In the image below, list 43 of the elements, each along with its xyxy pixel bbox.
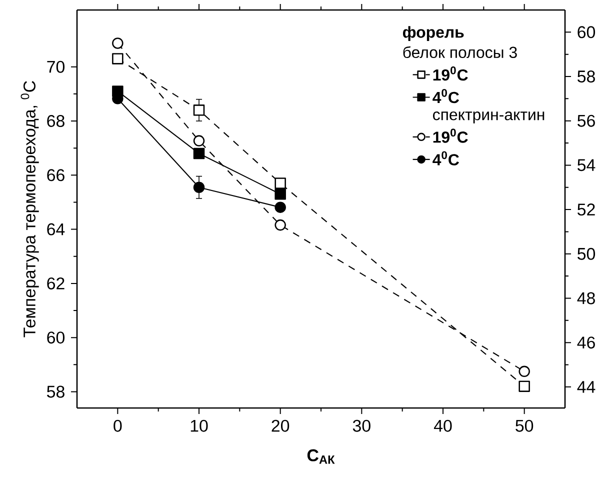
point: [518, 366, 530, 378]
point: [193, 135, 205, 146]
y-tick-label: 66: [47, 169, 64, 182]
x-tick-label: 50: [516, 420, 534, 432]
point: [274, 188, 286, 200]
point: [112, 38, 124, 49]
y2-tick-label: 52: [578, 204, 595, 216]
y2-tick-label: 56: [578, 114, 595, 127]
x-tick-label: 10: [190, 420, 208, 432]
point: [518, 380, 530, 392]
y2-tick-label: 50: [578, 248, 596, 260]
x-tick-label: 20: [272, 420, 290, 432]
y2-tick-label: 44: [577, 381, 596, 393]
point: [112, 53, 124, 64]
y-tick-label: 64: [47, 223, 65, 236]
y-tick-label: 62: [47, 277, 64, 290]
annotation: белок полосы 3: [403, 46, 517, 58]
point: [193, 182, 205, 193]
y2-tick-label: 58: [578, 70, 595, 83]
legend-label: 19$^{0}$C: [433, 128, 468, 143]
legend-label: 4$^{0}$C: [432, 88, 460, 104]
y-tick-label: 60: [47, 332, 65, 344]
y2-tick-label: 46: [577, 336, 595, 349]
x-tick-label: 40: [434, 420, 452, 432]
point: [193, 104, 205, 116]
y2-tick-label: 54: [578, 159, 596, 172]
y-tick-label: 58: [47, 386, 64, 398]
x-axis-title: C$_{АК}$: [307, 449, 335, 464]
y-tick-label: 70: [47, 60, 65, 73]
point: [274, 178, 286, 189]
y-axis-title: Температура термоперехода, $^{0}$C: [20, 81, 39, 338]
x-tick-label: 0: [114, 420, 122, 432]
legend-title: форель: [403, 26, 464, 41]
y-tick-label: 68: [47, 114, 64, 127]
y2-tick-label: 48: [577, 292, 595, 304]
point: [274, 219, 286, 231]
x-tick-label: 30: [352, 420, 370, 432]
point: [274, 202, 286, 213]
legend-label: 19$^{0}$C: [433, 66, 468, 81]
legend-label: 4$^{0}$C: [432, 151, 460, 166]
annotation: спектрин-актин: [433, 112, 544, 124]
y2-tick-label: 60: [578, 26, 596, 38]
point: [193, 148, 205, 160]
